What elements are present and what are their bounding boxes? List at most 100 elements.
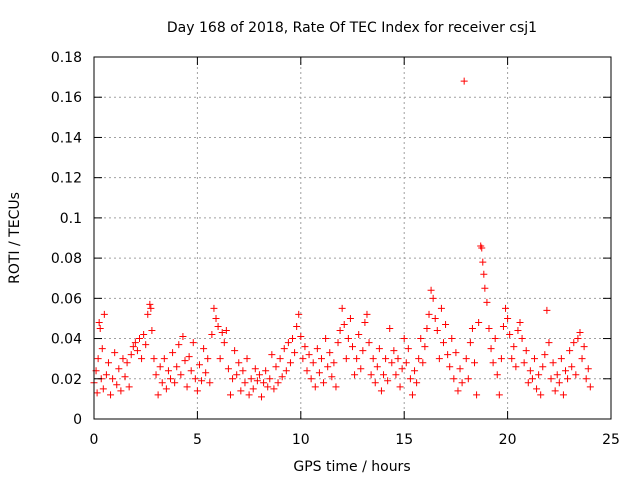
data-point	[330, 359, 338, 367]
data-point	[156, 363, 164, 371]
data-point	[535, 371, 543, 379]
data-point	[384, 377, 392, 385]
data-point	[375, 345, 383, 353]
data-point	[274, 379, 282, 387]
data-point	[485, 325, 493, 332]
data-point	[497, 355, 505, 363]
data-point	[104, 359, 112, 367]
data-point	[181, 357, 189, 365]
data-point	[195, 361, 203, 369]
data-point	[231, 347, 239, 355]
data-point	[214, 322, 222, 330]
data-point	[276, 355, 284, 363]
data-point	[564, 375, 572, 383]
data-point	[99, 385, 107, 393]
data-point	[454, 387, 462, 395]
data-point	[189, 339, 197, 347]
data-point	[334, 339, 342, 347]
data-point	[113, 381, 121, 389]
data-point	[191, 375, 199, 383]
data-point	[377, 387, 385, 395]
data-point	[129, 343, 137, 351]
data-point	[386, 325, 394, 332]
data-point	[557, 355, 565, 363]
data-point	[142, 341, 150, 349]
data-point	[487, 345, 495, 353]
data-point	[210, 304, 218, 312]
x-tick-label: 0	[90, 432, 99, 448]
data-point	[473, 391, 481, 399]
plot-frame	[93, 56, 612, 420]
data-point	[313, 345, 321, 353]
data-point	[183, 383, 191, 391]
data-point	[466, 339, 474, 347]
data-point	[390, 347, 398, 355]
data-point	[175, 341, 183, 349]
data-point	[344, 335, 352, 343]
data-point	[320, 379, 328, 387]
data-point	[431, 314, 439, 322]
y-tick-label: 0.16	[51, 90, 82, 106]
data-point	[324, 363, 332, 371]
data-point	[177, 371, 185, 379]
data-point	[171, 379, 179, 387]
data-point	[167, 375, 175, 383]
data-point	[241, 379, 249, 387]
data-point	[291, 349, 299, 357]
data-point	[198, 377, 206, 385]
data-points	[90, 77, 594, 401]
data-point	[574, 335, 582, 343]
data-point	[586, 383, 594, 391]
data-point	[499, 322, 507, 330]
data-point	[483, 298, 491, 306]
data-point	[421, 343, 429, 351]
data-point	[193, 387, 201, 395]
data-point	[462, 355, 470, 363]
data-point	[179, 333, 187, 341]
data-point	[491, 335, 499, 343]
data-point	[96, 325, 104, 332]
data-point	[107, 391, 115, 399]
y-tick-label: 0.02	[51, 372, 82, 388]
data-point	[336, 327, 344, 335]
data-point	[444, 351, 452, 359]
data-point	[380, 371, 388, 379]
data-point	[371, 379, 379, 387]
data-point	[493, 371, 501, 379]
data-point	[260, 379, 268, 387]
data-point	[481, 284, 489, 292]
data-point	[255, 371, 263, 379]
data-point	[566, 347, 574, 355]
data-point	[435, 355, 443, 363]
data-point	[549, 359, 557, 367]
data-point	[220, 339, 228, 347]
y-tick-label: 0.14	[51, 130, 82, 146]
data-point	[297, 333, 305, 341]
data-point	[442, 320, 450, 328]
data-point	[578, 355, 586, 363]
data-point	[185, 353, 193, 361]
data-point	[580, 343, 588, 351]
data-point	[367, 371, 375, 379]
data-point	[282, 367, 290, 375]
data-point	[243, 355, 251, 363]
data-point	[351, 371, 359, 379]
data-point	[555, 379, 563, 387]
data-point	[346, 314, 354, 322]
data-point	[448, 335, 456, 343]
data-point	[109, 375, 117, 383]
data-point	[200, 345, 208, 353]
x-axis-label: GPS time / hours	[293, 459, 410, 475]
data-point	[146, 300, 154, 308]
data-point	[419, 359, 427, 367]
data-point	[317, 355, 325, 363]
data-point	[264, 383, 272, 391]
data-point	[218, 329, 226, 337]
data-point	[133, 347, 141, 355]
data-point	[520, 359, 528, 367]
data-point	[365, 339, 373, 347]
data-point	[423, 325, 431, 332]
data-point	[382, 355, 390, 363]
data-point	[489, 359, 497, 367]
y-tick-label: 0	[73, 412, 82, 428]
